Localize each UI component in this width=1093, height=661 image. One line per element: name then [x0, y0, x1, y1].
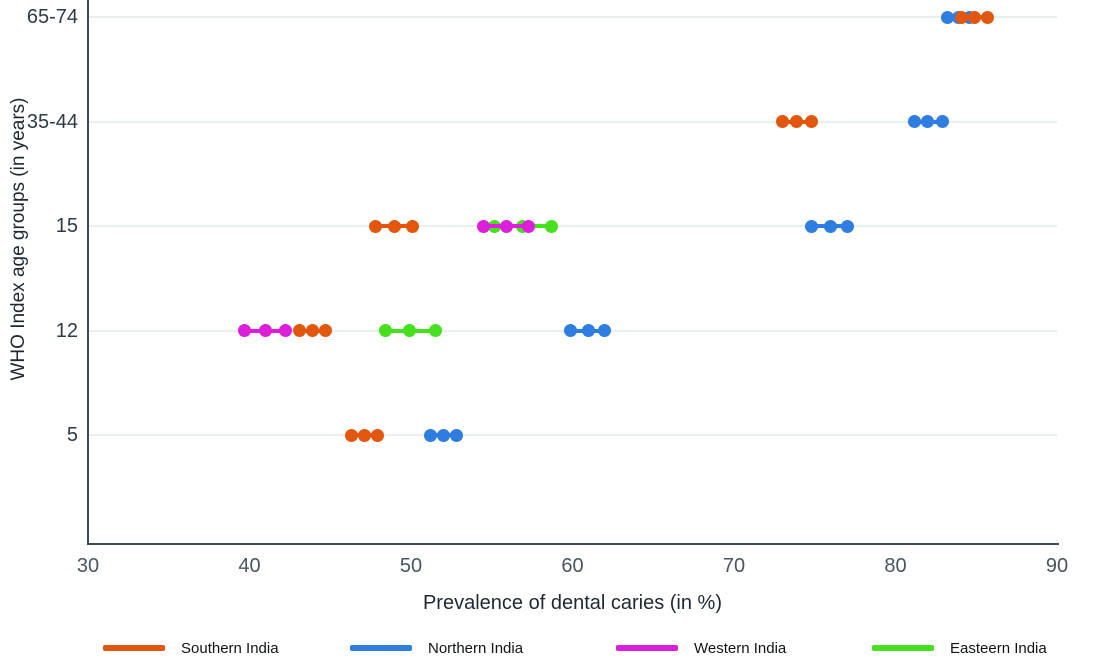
- data-dot: [428, 324, 442, 337]
- category-gridline: [88, 120, 1057, 123]
- x-tick-label: 70: [722, 555, 746, 577]
- x-axis-line: [87, 543, 1059, 545]
- data-dot: [981, 10, 995, 24]
- data-dot: [357, 428, 371, 442]
- x-axis-title: Prevalence of dental caries (in %): [422, 592, 723, 614]
- data-dot: [921, 115, 935, 128]
- data-dot: [955, 10, 969, 24]
- data-dot: [305, 324, 319, 337]
- data-dot: [388, 219, 402, 233]
- x-tick-label: 50: [399, 555, 423, 577]
- legend-item-easteern-india: Easteern India: [872, 637, 1047, 659]
- data-dot: [370, 428, 384, 442]
- data-dot: [449, 428, 463, 442]
- legend-label: Western India: [694, 639, 787, 657]
- data-dot: [293, 324, 307, 337]
- x-tick-label: 40: [238, 555, 261, 577]
- data-dot: [477, 219, 491, 233]
- x-tick-label: 30: [76, 555, 100, 577]
- data-dot: [406, 219, 420, 233]
- legend-item-western-india: Western India: [616, 637, 786, 659]
- data-dot: [278, 324, 292, 337]
- category-gridline: [88, 225, 1057, 227]
- legend-swatch: [103, 645, 165, 651]
- data-dot: [598, 324, 612, 337]
- data-dot: [436, 428, 450, 442]
- y-tick-label: 35-44: [26, 110, 78, 133]
- y-tick-label: 65-74: [26, 6, 78, 28]
- data-dot: [318, 324, 332, 337]
- legend-label: Northern India: [428, 639, 524, 657]
- y-axis-line: [87, 0, 89, 545]
- data-dot: [564, 324, 578, 337]
- y-tick-label: 12: [55, 319, 78, 342]
- legend-swatch: [872, 645, 934, 651]
- legend-label: Easteern India: [950, 639, 1047, 657]
- data-dot: [499, 219, 513, 233]
- y-tick-label: 15: [55, 215, 78, 237]
- data-dot: [824, 219, 838, 233]
- data-dot: [805, 115, 819, 128]
- data-dot: [968, 10, 982, 24]
- data-dot: [368, 219, 382, 233]
- data-dot: [238, 324, 252, 337]
- data-dot: [790, 115, 804, 128]
- data-dot: [940, 10, 954, 24]
- legend-label: Southern India: [181, 639, 279, 657]
- data-dot: [840, 219, 854, 233]
- data-dot: [582, 324, 596, 337]
- legend-swatch: [616, 645, 678, 651]
- data-dot: [908, 115, 922, 128]
- data-dot: [259, 324, 273, 337]
- legend-swatch: [350, 645, 412, 651]
- category-gridline: [88, 16, 1057, 18]
- data-dot: [402, 324, 416, 337]
- legend-item-northern-india: Northern India: [350, 637, 523, 659]
- x-tick-label: 90: [1045, 555, 1069, 577]
- x-tick-label: 60: [561, 555, 584, 577]
- data-dot: [805, 219, 819, 233]
- y-tick-label: 5: [66, 424, 78, 446]
- data-dot: [775, 115, 789, 128]
- legend-item-southern-india: Southern India: [103, 637, 279, 659]
- data-dot: [344, 428, 358, 442]
- data-dot: [545, 219, 558, 233]
- data-dot: [423, 428, 437, 442]
- data-dot: [378, 324, 392, 337]
- x-tick-label: 80: [884, 555, 907, 577]
- category-gridline: [88, 434, 1057, 436]
- data-dot: [935, 115, 949, 128]
- data-dot: [522, 219, 536, 233]
